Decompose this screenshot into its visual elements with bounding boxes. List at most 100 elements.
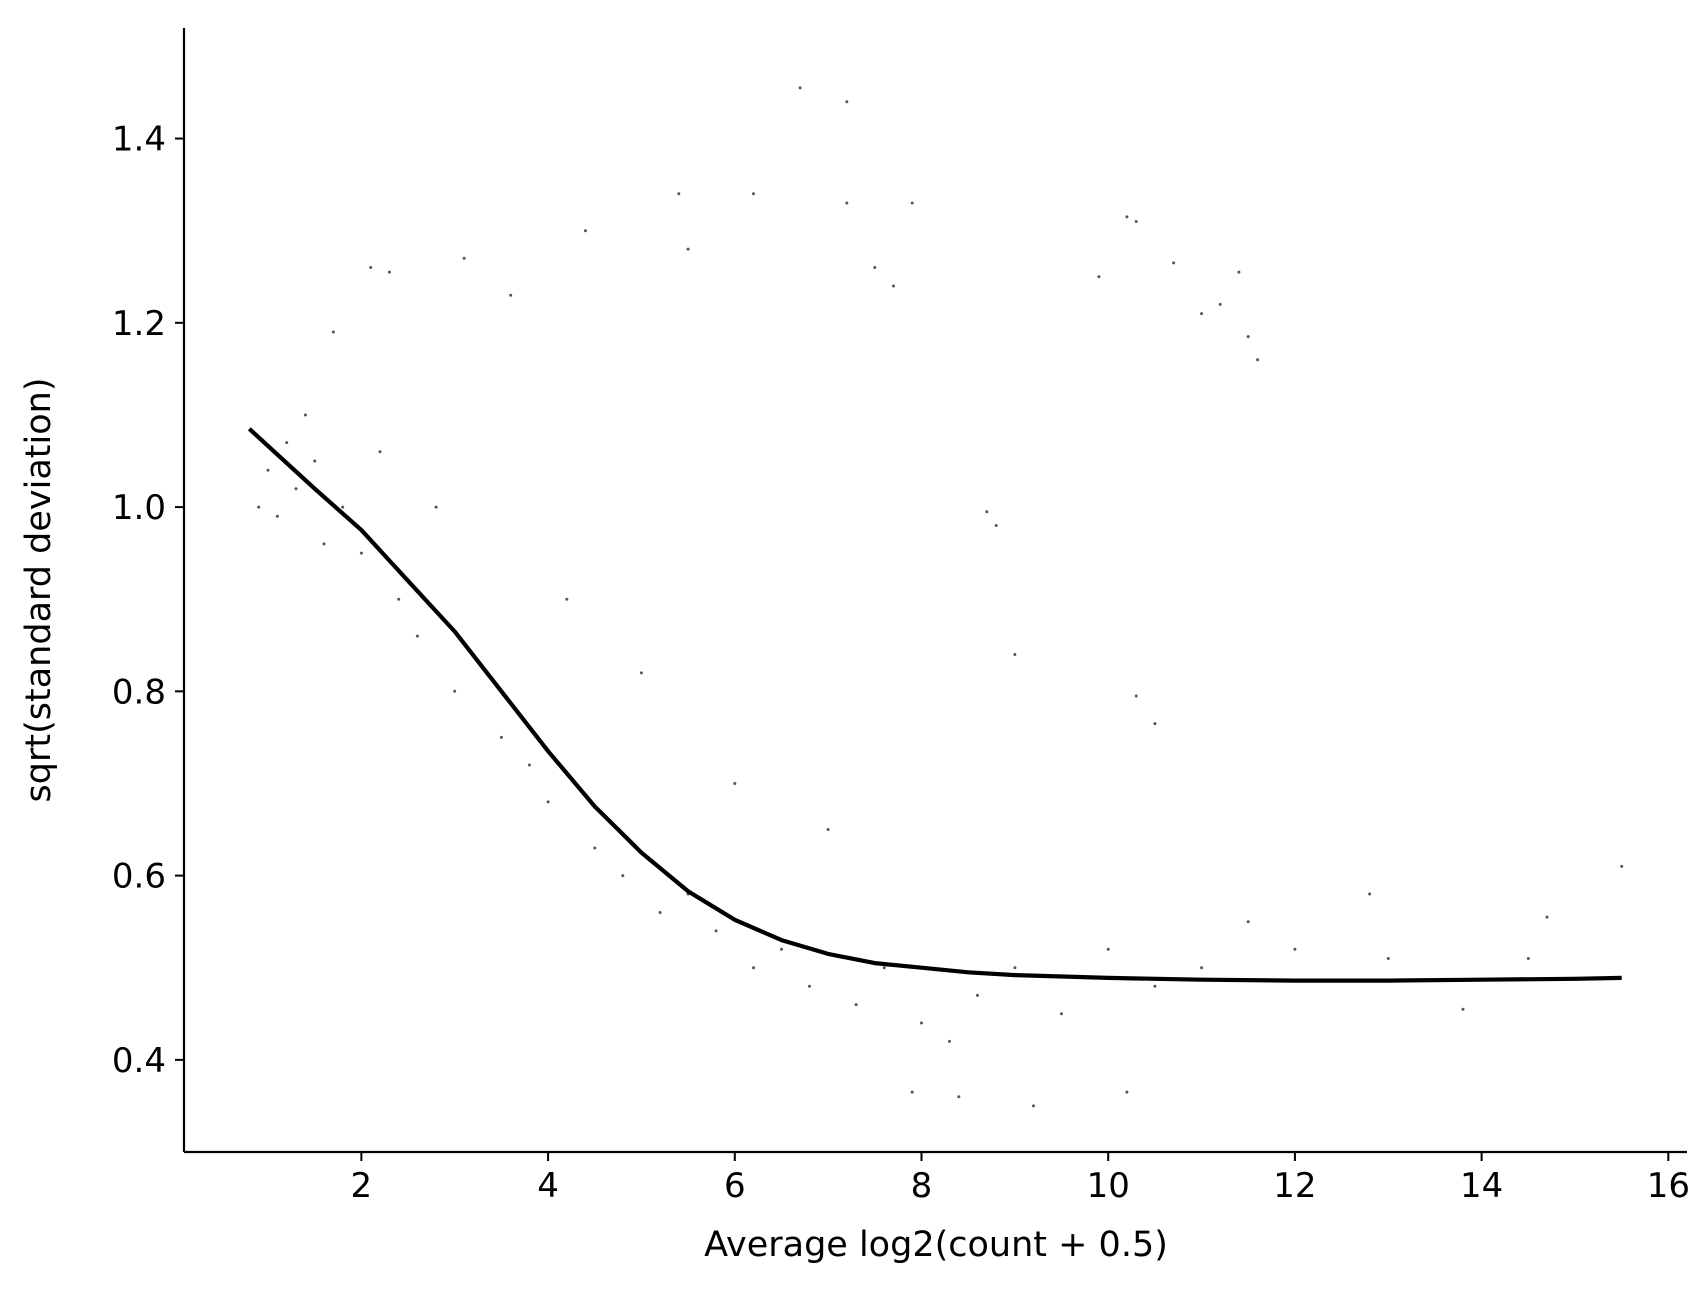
x-tick-label: 12 — [1273, 1166, 1316, 1206]
data-point — [873, 266, 877, 269]
data-point — [285, 441, 289, 445]
x-tick-label: 16 — [1647, 1166, 1690, 1206]
data-point — [331, 330, 335, 334]
data-point — [369, 266, 373, 269]
data-point — [892, 284, 895, 288]
data-point — [1368, 892, 1372, 896]
data-point — [957, 1095, 961, 1099]
data-point — [1013, 653, 1017, 656]
data-point — [1545, 915, 1549, 919]
data-point — [1246, 920, 1250, 924]
data-point — [826, 828, 830, 831]
data-point — [733, 782, 737, 785]
data-point — [434, 505, 438, 509]
data-point — [1526, 957, 1530, 960]
data-point — [798, 86, 802, 90]
data-point — [976, 993, 979, 997]
data-point — [1172, 261, 1176, 265]
data-point — [1200, 312, 1204, 316]
data-point — [882, 966, 886, 970]
data-point — [994, 524, 998, 527]
data-point — [854, 1003, 858, 1007]
data-point — [509, 293, 513, 297]
x-tick-label: 2 — [351, 1166, 373, 1206]
data-point — [621, 874, 625, 878]
y-tick-label: 0.6 — [112, 857, 166, 897]
data-point — [910, 201, 914, 205]
data-point — [322, 542, 326, 546]
data-point — [845, 201, 849, 205]
data-point — [462, 256, 466, 260]
scatter-points — [257, 86, 1624, 1108]
data-point — [313, 459, 317, 463]
data-point — [257, 505, 261, 509]
y-tick-label: 1.4 — [112, 120, 166, 160]
data-point — [1200, 966, 1204, 970]
data-point — [499, 735, 503, 739]
data-point — [948, 1039, 951, 1043]
y-tick-label: 0.8 — [112, 672, 166, 712]
data-point — [686, 247, 690, 251]
data-point — [1153, 984, 1157, 988]
data-point — [378, 450, 382, 454]
data-point — [985, 510, 989, 514]
data-point — [593, 846, 597, 850]
data-point — [1620, 864, 1624, 868]
data-point — [583, 229, 587, 233]
data-point — [1461, 1007, 1465, 1011]
y-tick-label: 1.2 — [112, 304, 166, 344]
data-point — [1106, 947, 1110, 951]
data-point — [1246, 335, 1250, 339]
data-point — [1060, 1012, 1063, 1016]
data-point — [527, 763, 531, 767]
data-point — [845, 100, 849, 104]
data-point — [303, 413, 307, 417]
data-point — [658, 911, 662, 914]
data-point — [1097, 275, 1101, 279]
data-point — [920, 1021, 923, 1025]
data-point — [359, 551, 363, 555]
y-tick-label: 1.0 — [112, 488, 166, 528]
data-point — [910, 1090, 914, 1094]
data-point — [677, 192, 681, 196]
x-axis-label: Average log2(count + 0.5) — [704, 1225, 1168, 1265]
y-tick-label: 0.4 — [112, 1041, 166, 1081]
data-point — [780, 947, 783, 951]
data-point — [546, 800, 550, 804]
data-point — [1237, 270, 1241, 274]
data-point — [714, 929, 718, 933]
y-axis-label: sqrt(standard deviation) — [19, 378, 59, 803]
data-point — [397, 597, 401, 601]
data-point — [565, 597, 569, 601]
data-point — [1256, 358, 1260, 362]
data-point — [752, 192, 755, 196]
data-point — [1134, 220, 1138, 223]
x-tick-label: 6 — [724, 1166, 746, 1206]
data-point — [341, 505, 345, 509]
x-tick-label: 10 — [1087, 1166, 1130, 1206]
data-point — [387, 270, 391, 274]
x-tick-label: 8 — [911, 1166, 933, 1206]
data-point — [1125, 215, 1129, 219]
x-tick-label: 14 — [1460, 1166, 1503, 1206]
data-point — [275, 514, 279, 518]
data-point — [266, 468, 270, 472]
data-point — [453, 689, 457, 693]
data-point — [1386, 957, 1390, 960]
trend-line — [247, 427, 1622, 983]
data-point — [1125, 1090, 1129, 1094]
data-point — [1134, 694, 1138, 698]
x-tick-label: 4 — [537, 1166, 559, 1206]
data-point — [808, 984, 811, 988]
data-point — [1218, 302, 1222, 306]
data-point — [1013, 966, 1017, 970]
axes: 2 4 6 8 10 12 14 16 0.4 0.6 0.8 1.0 1.2 1.4 — [112, 28, 1690, 1206]
data-point — [1032, 1104, 1035, 1108]
data-point — [639, 671, 643, 675]
data-point — [752, 966, 755, 970]
data-point — [1153, 722, 1157, 726]
data-point — [294, 487, 298, 491]
data-point — [415, 634, 419, 638]
data-point — [1293, 947, 1297, 951]
